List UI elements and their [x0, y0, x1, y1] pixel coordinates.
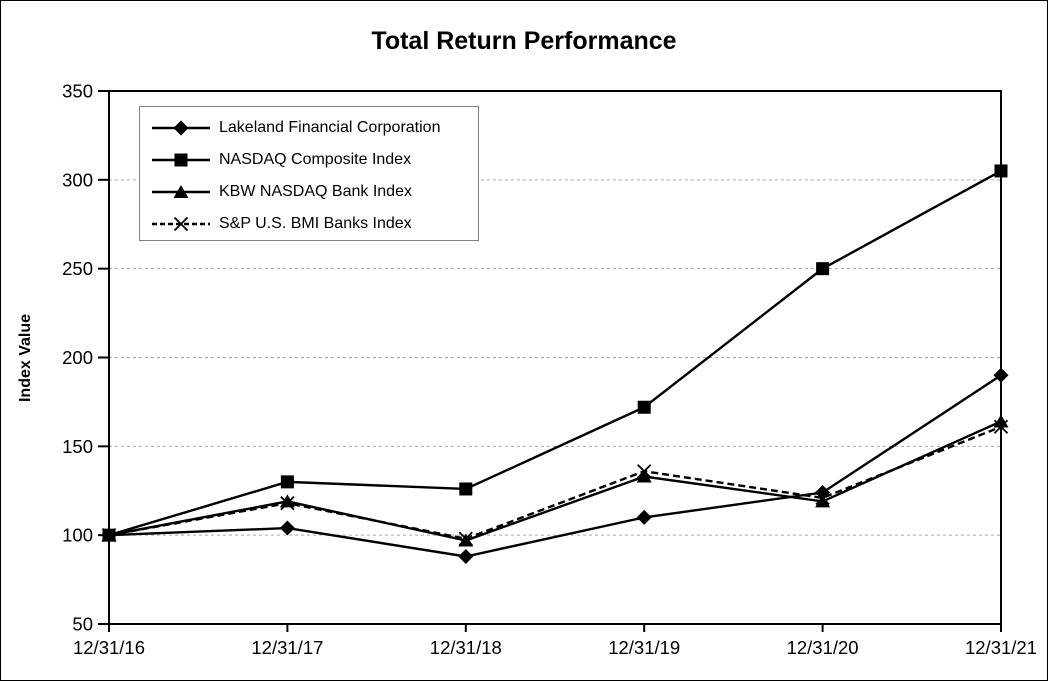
legend: Lakeland Financial Corporation NASDAQ Com…	[139, 106, 479, 241]
legend-item-nasdaq-composite-index: NASDAQ Composite Index	[152, 144, 478, 176]
diamond-marker	[458, 548, 474, 564]
series-markers-s-p-u-s-bmi-banks-index	[101, 419, 1009, 546]
x-tick-label-12-31-18: 12/31/18	[430, 637, 502, 658]
x-tick-label-12-31-20: 12/31/20	[787, 637, 859, 658]
y-tick-label-50: 50	[72, 614, 93, 635]
x-tick-label-12-31-16: 12/31/16	[73, 637, 145, 658]
triangle-icon	[173, 185, 189, 198]
x-tick-label-12-31-17: 12/31/17	[251, 637, 323, 658]
square-icon	[174, 153, 188, 167]
triangle-marker	[458, 533, 474, 547]
triangle-marker	[636, 469, 652, 483]
square-marker	[280, 475, 294, 489]
diamond-marker	[279, 520, 295, 536]
triangle-marker	[993, 414, 1009, 428]
x-tick-label-12-31-19: 12/31/19	[608, 637, 680, 658]
x-icon	[173, 216, 189, 232]
square-marker	[637, 400, 651, 414]
series-line-s-p-u-s-bmi-banks-index	[108, 425, 1002, 540]
y-tick-label-300: 300	[62, 169, 93, 190]
diamond-marker	[636, 509, 652, 525]
series-line-nasdaq-composite-index	[108, 169, 1002, 537]
x-tick-label-12-31-21: 12/31/21	[965, 637, 1037, 658]
y-tick-label-100: 100	[62, 525, 93, 546]
square-marker	[816, 262, 830, 276]
y-tick-label-150: 150	[62, 436, 93, 457]
legend-item-kbw-nasdaq-bank-index: KBW NASDAQ Bank Index	[152, 176, 478, 208]
diamond-icon	[173, 120, 189, 136]
legend-label: S&P U.S. BMI Banks Index	[219, 215, 412, 232]
legend-label: NASDAQ Composite Index	[219, 151, 412, 168]
legend-sample-triangle	[152, 185, 210, 198]
triangle-marker	[815, 494, 831, 508]
y-tick-label-200: 200	[62, 347, 93, 368]
series-line-kbw-nasdaq-bank-index	[108, 420, 1002, 542]
legend-label: KBW NASDAQ Bank Index	[219, 183, 412, 200]
legend-sample-square	[152, 153, 210, 167]
y-tick-label-350: 350	[62, 81, 93, 102]
triangle-marker	[279, 494, 295, 508]
legend-item-lakeland-financial-corporation: Lakeland Financial Corporation	[152, 112, 478, 144]
series-markers-nasdaq-composite-index	[102, 164, 1008, 542]
legend-sample-x	[152, 216, 210, 232]
diamond-marker	[815, 485, 831, 501]
series-markers-lakeland-financial-corporation	[101, 367, 1009, 564]
legend-sample-diamond	[152, 120, 210, 136]
square-marker	[994, 164, 1008, 178]
series-markers-kbw-nasdaq-bank-index	[101, 414, 1009, 547]
series-line-lakeland-financial-corporation	[108, 374, 1002, 558]
legend-item-s-p-u-s-bmi-banks-index: S&P U.S. BMI Banks Index	[152, 208, 478, 240]
square-marker	[102, 528, 116, 542]
square-marker	[459, 482, 473, 496]
chart-title: Total Return Performance	[371, 27, 677, 55]
y-tick-label-250: 250	[62, 258, 93, 279]
diamond-marker	[993, 367, 1009, 383]
legend-label: Lakeland Financial Corporation	[219, 119, 441, 136]
